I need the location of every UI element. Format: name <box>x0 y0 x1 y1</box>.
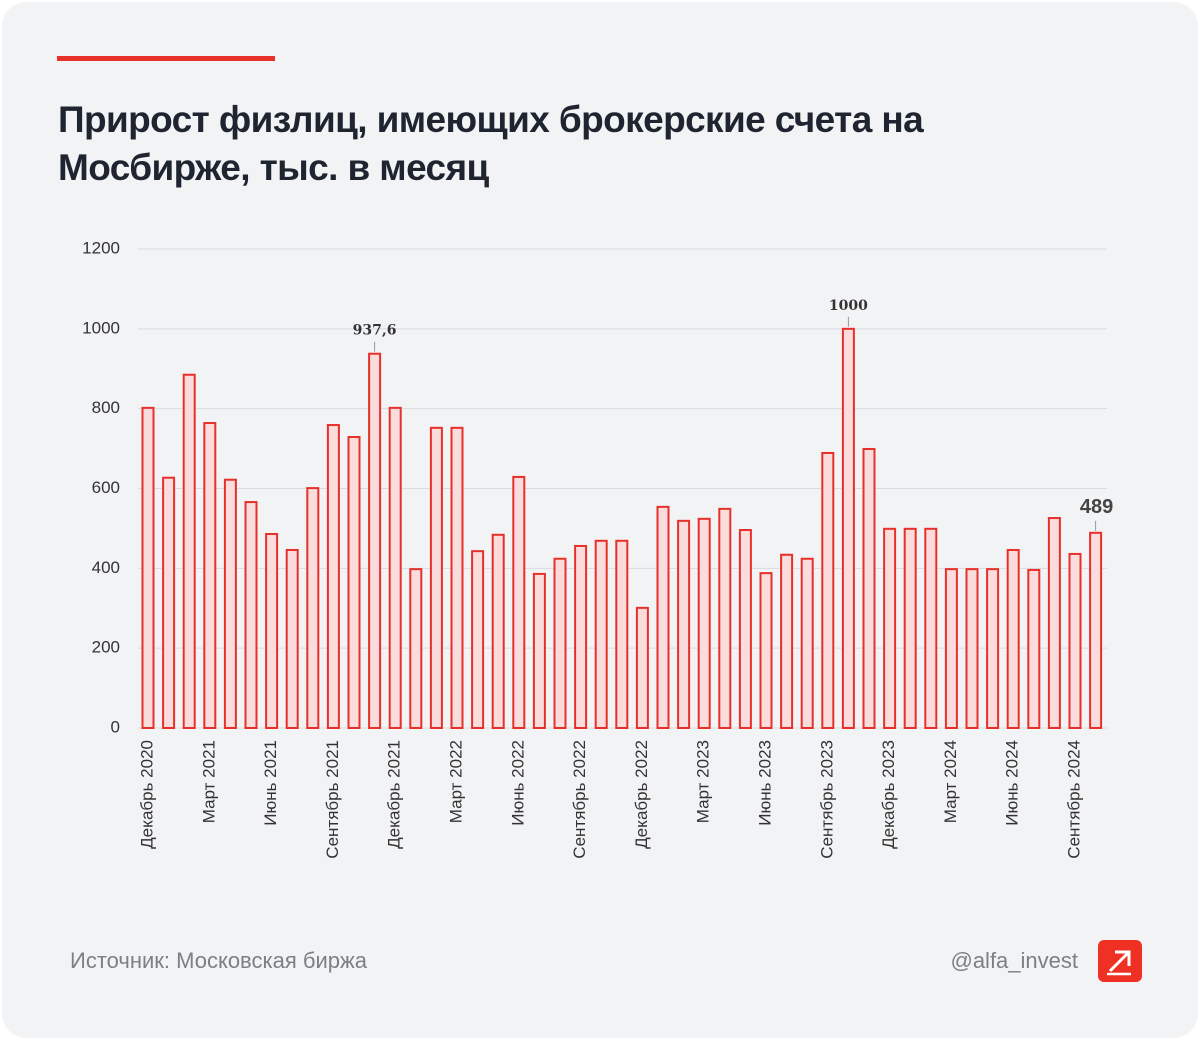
x-tick-label: Март 2022 <box>446 740 465 823</box>
bar <box>553 557 567 730</box>
bar <box>574 544 588 729</box>
y-tick-label: 1000 <box>82 318 120 337</box>
bar <box>965 568 979 729</box>
bar <box>800 557 814 730</box>
bar <box>1089 531 1103 729</box>
bar <box>471 550 485 730</box>
bar <box>409 568 423 729</box>
bar <box>780 553 794 729</box>
x-tick-label: Июнь 2021 <box>261 740 280 826</box>
bar <box>862 447 876 729</box>
x-tick-label: Сентябрь 2022 <box>570 740 589 859</box>
x-tick-label: Март 2023 <box>694 740 713 823</box>
bar <box>450 426 464 729</box>
y-tick-label: 200 <box>92 638 120 657</box>
bar <box>677 519 691 730</box>
source: Источник: Московская биржа <box>70 948 367 973</box>
y-tick-label: 800 <box>92 398 120 417</box>
bar <box>1068 552 1082 729</box>
x-tick-label: Сентябрь 2024 <box>1064 740 1083 859</box>
x-tick-label: Декабрь 2022 <box>632 740 651 849</box>
bar <box>285 548 299 730</box>
x-tick-label: Сентябрь 2023 <box>817 740 836 859</box>
bar <box>1006 548 1020 730</box>
bar <box>368 352 382 729</box>
y-tick-label: 0 <box>111 717 120 736</box>
logo <box>1098 940 1142 982</box>
bar <box>429 426 443 729</box>
accent-line <box>57 56 275 61</box>
x-tick-label: Март 2021 <box>199 740 218 823</box>
chart-title: Прирост физлиц, имеющих брокерские счета… <box>58 99 924 188</box>
x-tick-label: Декабрь 2023 <box>879 740 898 849</box>
bar <box>1047 517 1061 729</box>
x-tick-label: Июнь 2023 <box>755 740 774 826</box>
value-label: 489 <box>1080 496 1113 518</box>
x-tick-label: Декабрь 2020 <box>137 740 156 849</box>
bar <box>697 517 711 729</box>
bar <box>347 436 361 729</box>
bar <box>532 572 546 730</box>
value-label: 937,6 <box>353 323 397 339</box>
bar <box>986 568 1000 729</box>
bar <box>883 527 897 730</box>
bar <box>326 424 340 729</box>
chart: 0 200 400 600 800 1000 1200 Декабрь 2020 Март 20… <box>82 238 1113 859</box>
bar <box>615 539 629 729</box>
x-tick-label: Июнь 2022 <box>508 740 527 826</box>
bar <box>1027 568 1041 729</box>
bar <box>388 406 402 729</box>
bar <box>821 451 835 729</box>
bar <box>841 327 855 729</box>
x-tick-label: Декабрь 2021 <box>385 740 404 849</box>
bar <box>718 507 732 730</box>
x-tick-label: Март 2024 <box>941 740 960 823</box>
bar <box>944 568 958 729</box>
x-tick-label: Сентябрь 2021 <box>323 740 342 859</box>
bar <box>491 533 505 730</box>
bar <box>223 478 237 729</box>
bar <box>594 539 608 729</box>
y-tick-label: 1200 <box>82 238 120 257</box>
bar <box>738 529 752 729</box>
y-tick-label: 400 <box>92 558 120 577</box>
bar <box>244 501 258 729</box>
bar <box>182 373 196 729</box>
x-tick-label: Июнь 2024 <box>1003 740 1022 826</box>
bar <box>924 527 938 730</box>
bar <box>759 572 773 730</box>
bar <box>903 527 917 730</box>
bar <box>265 533 279 729</box>
bar <box>635 606 649 729</box>
y-tick-label: 600 <box>92 478 120 497</box>
bar <box>141 406 155 729</box>
bar <box>203 422 217 729</box>
bar <box>512 475 526 729</box>
handle: @alfa_invest <box>950 948 1078 973</box>
bar <box>656 505 670 729</box>
bar <box>162 476 176 729</box>
bar <box>306 487 320 729</box>
value-label: 1000 <box>829 298 868 314</box>
